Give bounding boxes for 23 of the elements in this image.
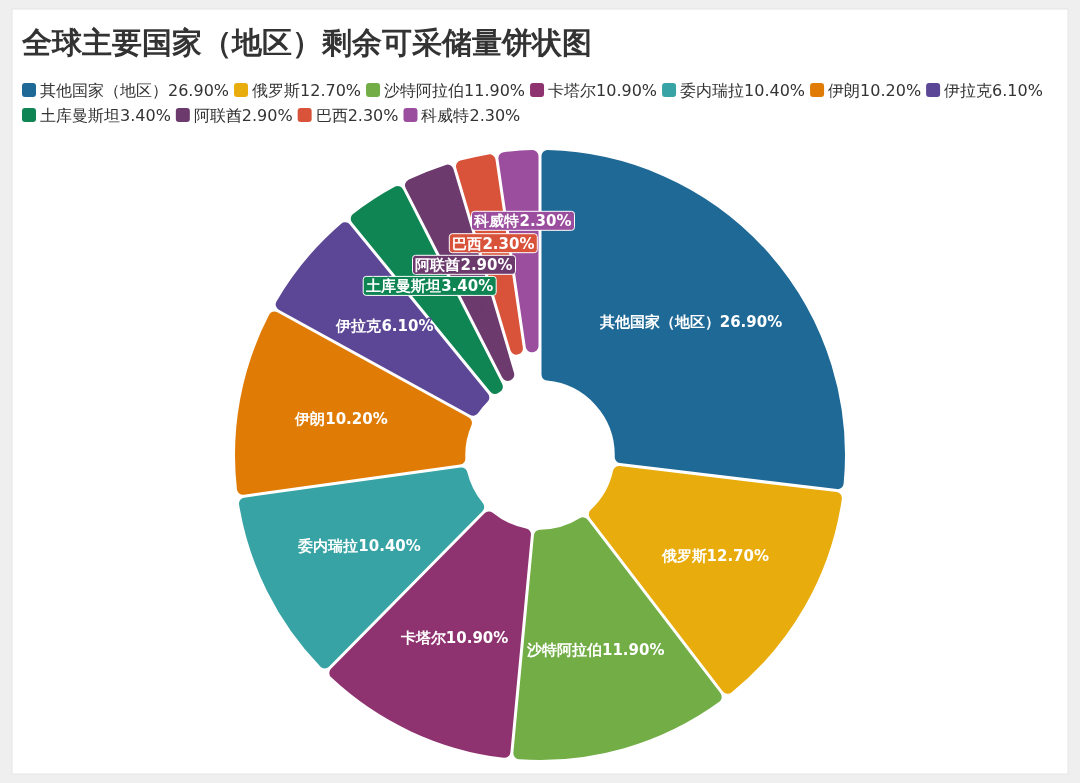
legend-label: 伊拉克6.10% xyxy=(944,81,1043,100)
legend-label: 其他国家（地区）26.90% xyxy=(40,81,230,100)
legend-label: 巴西2.30% xyxy=(315,106,399,125)
slice-label: 伊朗10.20% xyxy=(294,409,388,428)
slice-label: 伊拉克6.10% xyxy=(335,317,434,336)
slice-label: 科威特2.30% xyxy=(473,212,572,231)
legend-label: 伊朗10.20% xyxy=(828,81,922,100)
slice-label: 土库曼斯坦3.40% xyxy=(365,277,494,296)
slice-label: 其他国家（地区）26.90% xyxy=(598,312,783,331)
legend-label: 科威特2.30% xyxy=(421,106,521,125)
chart-title: 全球主要国家（地区）剩余可采储量饼状图 xyxy=(21,26,592,60)
slice-label: 沙特阿拉伯11.90% xyxy=(525,640,665,659)
slice-label: 阿联酋2.90% xyxy=(415,256,513,275)
legend-label: 沙特阿拉伯11.90% xyxy=(384,81,526,100)
slice-label: 巴西2.30% xyxy=(452,234,535,253)
legend-label: 阿联酋2.90% xyxy=(193,106,293,125)
legend-label: 委内瑞拉10.40% xyxy=(680,81,806,100)
legend-label: 卡塔尔10.90% xyxy=(548,81,658,100)
slice-label: 委内瑞拉10.40% xyxy=(297,537,421,555)
legend-label: 土库曼斯坦3.40% xyxy=(40,106,171,125)
legend-label: 俄罗斯12.70% xyxy=(252,81,362,100)
slice-label: 俄罗斯12.70% xyxy=(660,546,770,565)
slice-label: 卡塔尔10.90% xyxy=(399,629,509,648)
